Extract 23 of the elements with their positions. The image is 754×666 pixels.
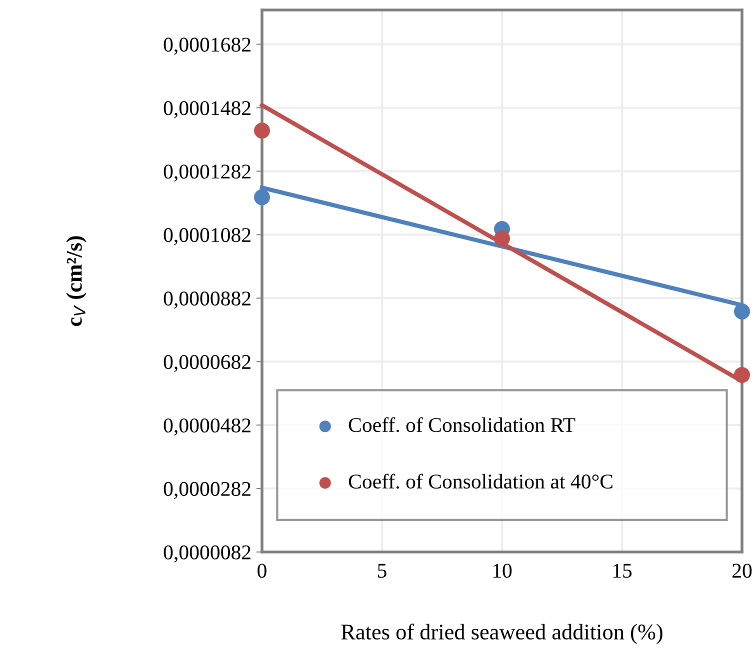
- x-tick-label: 15: [613, 564, 632, 578]
- y-tick-label: 0,0001682: [164, 38, 250, 55]
- point: [254, 122, 270, 139]
- point: [734, 366, 750, 383]
- point: [734, 303, 750, 320]
- x-tick-label: 5: [378, 564, 386, 578]
- legend-label: Coeff. of Consolidation at 40°C: [348, 474, 612, 489]
- point: [494, 230, 510, 246]
- y-tick-label: 0,0001482: [164, 101, 250, 118]
- y-axis-title: c$_{V}$ (cm²/s): [66, 236, 86, 326]
- y-tick-label: 0,0000882: [164, 292, 250, 309]
- x-tick-label: 20: [732, 564, 752, 578]
- x-tick-label: 0: [258, 564, 266, 578]
- y-tick-label: 0,0001082: [164, 228, 250, 246]
- point: [254, 189, 270, 206]
- legend-label: Coeff. of Consolidation RT: [348, 417, 576, 432]
- y-tick-label: 0,0000082: [164, 545, 250, 562]
- x-axis-title: Rates of dried seaweed addition (%): [341, 624, 662, 644]
- y-tick-label: 0,0000682: [164, 354, 250, 372]
- x-tick-label: 10: [493, 564, 512, 578]
- y-tick-label: 0,0000482: [164, 418, 250, 436]
- y-tick-label: 0,0000282: [164, 482, 250, 499]
- y-tick-label: 0,0001282: [164, 164, 250, 182]
